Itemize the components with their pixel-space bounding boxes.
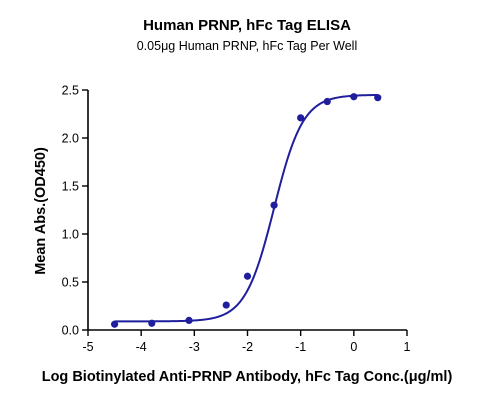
x-tick-label: -3	[189, 340, 200, 354]
x-tick-label: -5	[82, 340, 93, 354]
chart-title: Human PRNP, hFc Tag ELISA	[143, 17, 351, 34]
x-axis-label: Log Biotinylated Anti-PRNP Antibody, hFc…	[42, 369, 453, 385]
x-axis-ticks: -5 -4 -3 -2 -1 0 1	[82, 330, 411, 354]
y-tick-label: 1.0	[62, 228, 79, 242]
data-point	[297, 114, 305, 122]
data-point	[185, 316, 193, 324]
y-tick-label: 1.5	[62, 180, 79, 194]
fit-curve	[114, 93, 378, 323]
data-point	[270, 201, 278, 209]
y-axis-ticks: 0.0 0.5 1.0 1.5 2.0 2.5	[62, 84, 88, 338]
y-tick-label: 2.5	[62, 84, 79, 98]
chart-subtitle: 0.05μg Human PRNP, hFc Tag Per Well	[137, 39, 358, 53]
y-tick-label: 0.5	[62, 276, 79, 290]
data-point	[323, 97, 331, 106]
data-point	[243, 272, 252, 280]
y-tick-label: 2.0	[62, 132, 79, 146]
data-point	[148, 319, 156, 327]
plot-area: -5 -4 -3 -2 -1 0 1 0.0 0.5 1.0 1.5 2.0 2.5	[62, 84, 411, 355]
data-point	[350, 93, 358, 101]
y-axis-label: Mean Abs.(OD450)	[33, 147, 49, 275]
y-tick-label: 0.0	[62, 324, 79, 338]
data-point	[110, 320, 119, 328]
x-tick-label: -4	[136, 340, 147, 354]
x-tick-label: -1	[295, 340, 306, 354]
x-tick-label: 0	[350, 340, 357, 354]
data-point	[222, 301, 230, 309]
x-tick-label: 1	[404, 340, 411, 354]
x-tick-label: -2	[242, 340, 253, 354]
data-point	[374, 94, 382, 102]
data-points	[110, 93, 382, 328]
